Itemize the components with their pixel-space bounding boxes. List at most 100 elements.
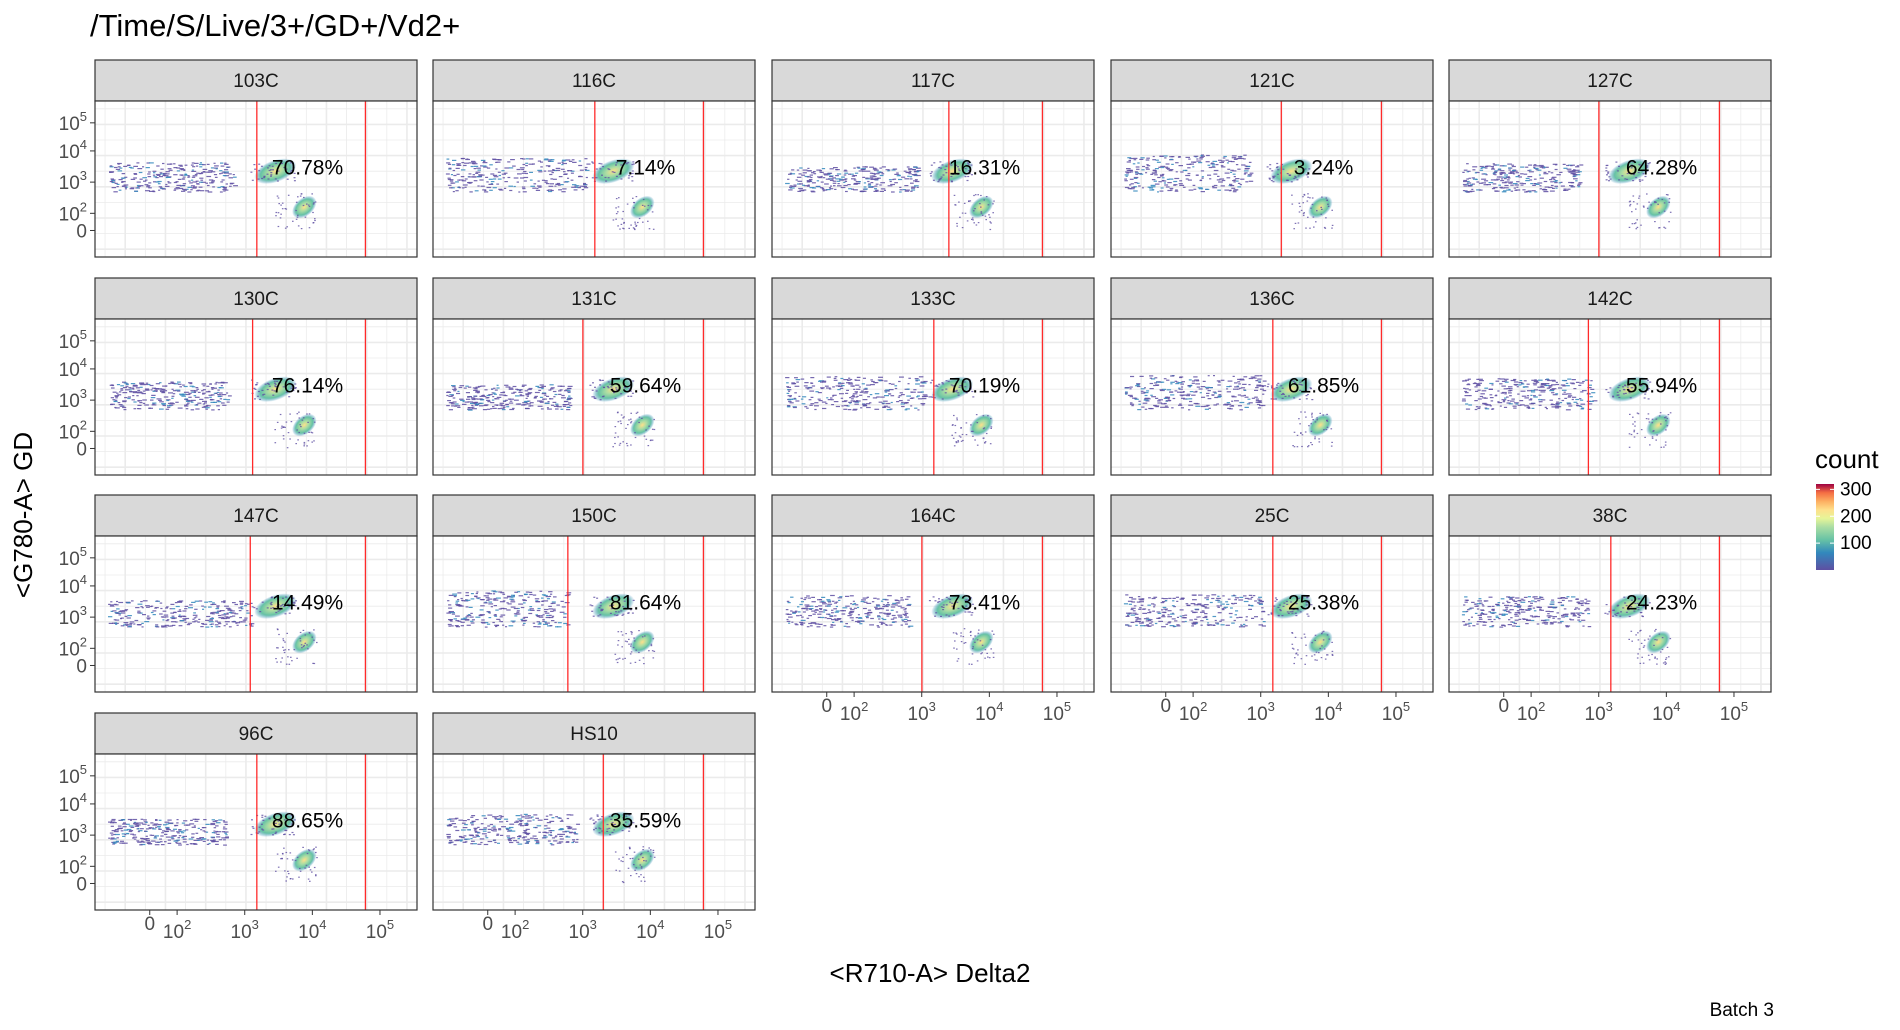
- legend-tick-label: 300: [1840, 479, 1872, 500]
- panel-strip-label: 121C: [1249, 71, 1294, 92]
- y-tick-label: 103: [59, 603, 87, 629]
- x-tick-label: 104: [1652, 699, 1680, 725]
- x-tick-label: 0: [821, 696, 832, 717]
- y-tick-label: 102: [59, 199, 87, 225]
- y-tick-label: 104: [59, 572, 87, 598]
- y-tick-label: 103: [59, 168, 87, 194]
- panel-130C: 130C 76.14%: [94, 277, 418, 476]
- gate-percentage-label: 35.59%: [610, 809, 681, 832]
- panel-25C: 25C 25.38%: [1110, 494, 1434, 693]
- panel-147C: 147C 14.49%: [94, 494, 418, 693]
- gate-percentage-label: 73.41%: [949, 591, 1020, 614]
- caption: Batch 3: [1710, 1000, 1774, 1021]
- gate-percentage-label: 7.14%: [616, 156, 676, 179]
- panel-density: [1124, 375, 1333, 448]
- panel-border: [432, 318, 756, 476]
- gate-percentage-label: 14.49%: [272, 591, 343, 614]
- x-tick-label: 105: [704, 917, 732, 943]
- panel-142C: 142C 55.94%: [1448, 277, 1772, 476]
- y-tick-label: 0: [76, 439, 87, 460]
- panel-grid-lines: [772, 319, 1094, 475]
- panel-strip-label: 147C: [233, 506, 278, 527]
- x-tick-label: 0: [144, 914, 155, 935]
- panel-border: [1448, 535, 1772, 693]
- y-axis-title: <G780-A> GD: [8, 432, 38, 598]
- x-axis-title: <R710-A> Delta2: [830, 958, 1031, 988]
- panel-grid-lines: [433, 754, 755, 910]
- panel-border: [771, 535, 1095, 693]
- x-tick-label: 103: [908, 699, 936, 725]
- gate-percentage-label: 25.38%: [1288, 591, 1359, 614]
- color-legend: count 300 200 100: [1815, 444, 1879, 570]
- y-tick-label: 104: [59, 790, 87, 816]
- y-tick-label: 102: [59, 852, 87, 878]
- panel-border: [94, 535, 418, 693]
- panel-border: [1110, 535, 1434, 693]
- panel-strip: [432, 712, 756, 755]
- gate-percentage-label: 16.31%: [949, 156, 1020, 179]
- gate-percentage-label: 55.94%: [1626, 374, 1697, 397]
- x-tick-label: 104: [298, 917, 326, 943]
- y-tick-label: 105: [59, 762, 87, 788]
- panel-121C: 121C 3.24%: [1110, 59, 1434, 258]
- y-tick-label: 102: [59, 634, 87, 660]
- x-tick-label: 105: [366, 917, 394, 943]
- panel-strip: [94, 712, 418, 755]
- y-tick-label: 0: [76, 874, 87, 895]
- panel-border: [1448, 318, 1772, 476]
- x-tick-label: 104: [1314, 699, 1342, 725]
- panel-strip-label: 142C: [1587, 289, 1632, 310]
- panel-150C: 150C 81.64%: [432, 494, 756, 693]
- panel-strip-label: 116C: [572, 71, 616, 92]
- y-tick-label: 105: [59, 544, 87, 570]
- y-tick-label: 103: [59, 386, 87, 412]
- chart-title: /Time/S/Live/3+/GD+/Vd2+: [90, 8, 460, 43]
- x-tick-label: 103: [1585, 699, 1613, 725]
- panel-127C: 127C 64.28%: [1448, 59, 1772, 258]
- panel-strip: [432, 494, 756, 537]
- panel-strip: [1110, 494, 1434, 537]
- panel-strip-label: 117C: [911, 71, 955, 92]
- gate-percentage-label: 61.85%: [1288, 374, 1359, 397]
- y-tick-label: 103: [59, 821, 87, 847]
- panel-38C: 38C 24.23%: [1448, 494, 1772, 693]
- panel-grid-lines: [1111, 536, 1433, 692]
- panel-grid-lines: [433, 319, 755, 475]
- panel-strip: [1110, 277, 1434, 320]
- legend-tick-label: 100: [1840, 533, 1872, 554]
- panel-density: [1123, 593, 1334, 665]
- panel-96C: 96C 88.65%: [94, 712, 418, 911]
- x-tick-label: 102: [501, 917, 529, 943]
- panel-strip-label: 127C: [1587, 71, 1632, 92]
- panel-border: [771, 100, 1095, 258]
- x-tick-label: 102: [1517, 699, 1545, 725]
- gate-percentage-label: 70.78%: [272, 156, 343, 179]
- x-tick-label: 105: [1382, 699, 1410, 725]
- x-tick-label: 0: [1160, 696, 1171, 717]
- gate-percentage-label: 88.65%: [272, 809, 343, 832]
- legend-ticks: 300 200 100: [1816, 479, 1872, 554]
- panel-164C: 164C 73.41%: [771, 494, 1095, 693]
- legend-title: count: [1815, 444, 1879, 474]
- panel-strip: [94, 494, 418, 537]
- panel-117C: 117C 16.31%: [771, 59, 1095, 258]
- panel-border: [1110, 318, 1434, 476]
- panel-strip: [432, 59, 756, 102]
- gate-percentage-label: 81.64%: [610, 591, 681, 614]
- panel-strip-label: 130C: [233, 289, 278, 310]
- panel-border: [94, 318, 418, 476]
- panel-border: [94, 100, 418, 258]
- panel-grid-lines: [95, 101, 417, 257]
- panel-density: [785, 158, 995, 231]
- panel-grid: 103C70.78%116C7.14%117C16.31%121C3.24%12…: [94, 59, 1772, 911]
- gate-percentage-label: 3.24%: [1294, 156, 1354, 179]
- panel-133C: 133C 70.19%: [771, 277, 1095, 476]
- panel-HS10: HS10 35.59%: [432, 712, 756, 911]
- x-tick-label: 105: [1043, 699, 1071, 725]
- panel-136C: 136C 61.85%: [1110, 277, 1434, 476]
- panel-strip-label: HS10: [570, 724, 618, 745]
- panel-density: [108, 811, 318, 882]
- panel-border: [771, 318, 1095, 476]
- panel-density: [446, 590, 656, 665]
